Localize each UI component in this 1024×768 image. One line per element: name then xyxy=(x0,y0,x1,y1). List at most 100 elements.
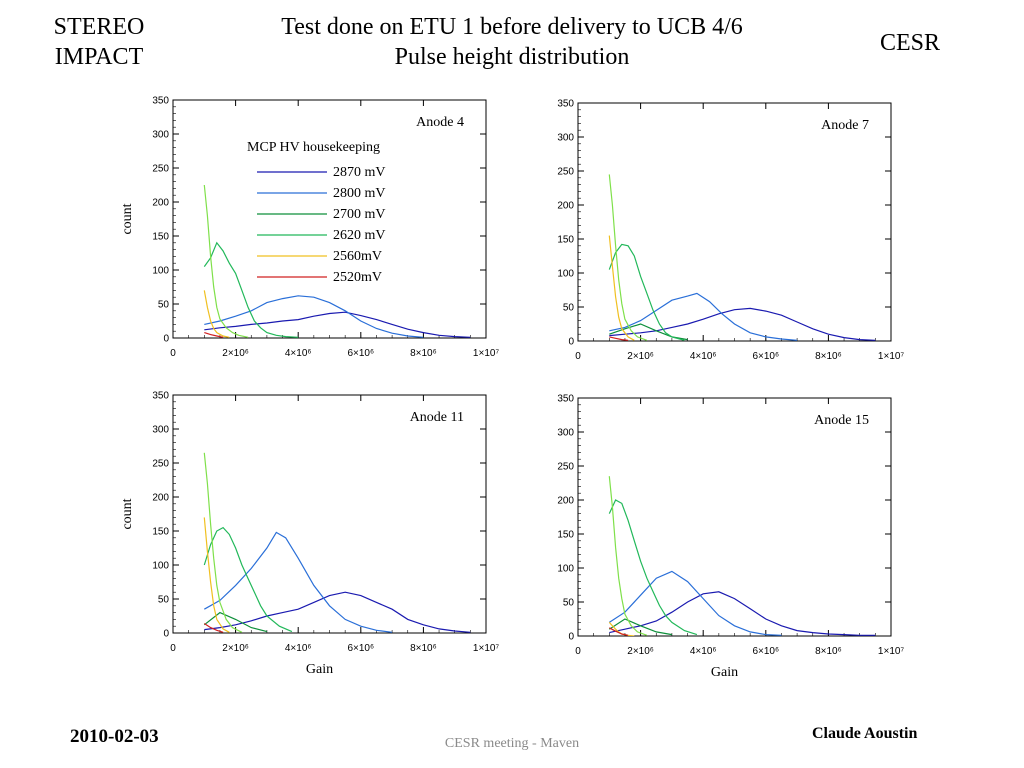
chart-title: Anode 11 xyxy=(410,410,464,425)
series-line-2560mv xyxy=(203,517,230,633)
plot-frame xyxy=(172,394,487,634)
legend-entry: 2700 mV xyxy=(333,207,386,222)
chart-anode-7: 0 50 100 150 200 250 300 350 0 2×10⁶ 4×10⁶ 6×10⁶ 8×1… xyxy=(520,98,905,383)
series-line-2520mv xyxy=(609,627,629,636)
series-line-2620-mv xyxy=(608,499,698,636)
x-tick-label: 0 xyxy=(575,646,581,657)
series-line-2700-mv xyxy=(203,611,268,633)
series-line-2800-mv xyxy=(609,292,798,341)
series-group xyxy=(203,452,471,633)
x-tick-label: 8×10⁶ xyxy=(815,351,842,362)
chart-anode-4-svg: 0 50 100 150 200 250 300 350 0 2×10⁶ 4×10⁶ 6×10⁶ 8×1… xyxy=(120,96,500,360)
series-line-2620-mv xyxy=(203,526,293,633)
y-tick-label: 350 xyxy=(152,96,169,107)
header-left-line1: STEREO xyxy=(53,14,145,40)
y-tick-label: 100 xyxy=(152,561,169,572)
y-tick-label: 100 xyxy=(557,564,574,575)
y-tick-label: 0 xyxy=(163,629,169,640)
chart-title: Anode 15 xyxy=(814,413,869,428)
legend-title: MCP HV housekeeping xyxy=(247,140,380,155)
x-tick-label: 4×10⁶ xyxy=(285,643,312,654)
x-tick-label: 6×10⁶ xyxy=(752,646,779,657)
footer-meeting: CESR meeting - Maven xyxy=(444,736,580,751)
series-group xyxy=(203,184,471,338)
x-tick-label: 6×10⁶ xyxy=(752,351,779,362)
series-line-2700-mv xyxy=(608,618,673,636)
footer-date: 2010-02-03 xyxy=(70,726,159,747)
plot-frame xyxy=(577,397,892,637)
series-line-2600 xyxy=(608,174,648,341)
chart-anode-4: 0 50 100 150 200 250 300 350 0 2×10⁶ 4×10⁶ 6×10⁶ 8×1… xyxy=(115,95,500,380)
y-tick-label: 250 xyxy=(557,167,574,178)
y-tick-label: 150 xyxy=(557,530,574,541)
legend-entry: 2870 mV xyxy=(333,165,386,180)
slide-subtitle: Pulse height distribution xyxy=(394,44,630,70)
y-tick-label: 0 xyxy=(568,337,574,348)
x-tick-label: 2×10⁶ xyxy=(627,351,654,362)
chart-title: Anode 4 xyxy=(416,115,464,130)
series-line-2870-mv xyxy=(609,591,876,636)
series-line-2520mv xyxy=(203,622,224,633)
y-tick-label: 150 xyxy=(557,235,574,246)
series-line-2800-mv xyxy=(204,295,424,338)
x-tick-label: 8×10⁶ xyxy=(410,643,437,654)
y-tick-label: 50 xyxy=(158,595,170,606)
y-axis-label: count xyxy=(120,203,135,234)
x-tick-label: 1×10⁷ xyxy=(473,348,500,359)
y-tick-label: 300 xyxy=(557,133,574,144)
x-tick-label: 8×10⁶ xyxy=(815,646,842,657)
chart-anode-15-svg: 0 50 100 150 200 250 300 350 0 2×10⁶ 4×10⁶ 6×10⁶ 8×1… xyxy=(557,394,905,681)
series-line-2800-mv xyxy=(608,570,782,636)
series-group xyxy=(608,174,876,341)
y-tick-label: 0 xyxy=(568,632,574,643)
series-line-2870-mv xyxy=(204,311,471,338)
y-tick-label: 100 xyxy=(557,269,574,280)
y-tick-label: 350 xyxy=(557,99,574,110)
y-tick-label: 350 xyxy=(557,394,574,405)
series-line-2520mv xyxy=(609,336,629,341)
x-tick-label: 4×10⁶ xyxy=(285,348,312,359)
y-tick-label: 150 xyxy=(152,527,169,538)
y-tick-label: 350 xyxy=(152,391,169,402)
chart-anode-7-svg: 0 50 100 150 200 250 300 350 0 2×10⁶ 4×10⁶ 6×10⁶ 8×1… xyxy=(557,99,905,363)
chart-anode-11-svg: 0 50 100 150 200 250 300 350 0 2×10⁶ 4×10⁶ 6×10⁶ 8×1… xyxy=(120,391,500,678)
x-tick-label: 1×10⁷ xyxy=(878,646,905,657)
header-left: STEREO IMPACT xyxy=(40,12,158,72)
legend-entry: 2520mV xyxy=(333,270,382,285)
x-tick-label: 6×10⁶ xyxy=(347,643,374,654)
x-tick-label: 0 xyxy=(575,351,581,362)
y-tick-label: 150 xyxy=(152,232,169,243)
series-group xyxy=(608,476,876,636)
y-tick-label: 300 xyxy=(152,425,169,436)
y-tick-label: 200 xyxy=(152,198,169,209)
slide-title: Test done on ETU 1 before delivery to UC… xyxy=(281,14,743,40)
series-line-2600 xyxy=(608,476,648,636)
x-tick-label: 2×10⁶ xyxy=(222,348,249,359)
y-tick-label: 50 xyxy=(563,598,575,609)
x-tick-label: 8×10⁶ xyxy=(410,348,437,359)
series-line-2600 xyxy=(203,452,243,633)
y-tick-label: 50 xyxy=(158,300,170,311)
x-tick-label: 1×10⁷ xyxy=(878,351,905,362)
series-line-2620-mv xyxy=(203,241,299,338)
y-tick-label: 0 xyxy=(163,334,169,345)
x-tick-label: 1×10⁷ xyxy=(473,643,500,654)
series-line-2560mv xyxy=(608,235,635,341)
x-tick-label: 0 xyxy=(170,348,176,359)
x-axis-label: Gain xyxy=(711,665,738,680)
series-line-2520mv xyxy=(204,332,224,338)
x-tick-label: 6×10⁶ xyxy=(347,348,374,359)
plot-frame xyxy=(577,102,892,342)
legend-entry: 2560mV xyxy=(333,249,382,264)
y-tick-label: 250 xyxy=(152,164,169,175)
header-center: Test done on ETU 1 before delivery to UC… xyxy=(200,12,824,70)
legend-entry: 2620 mV xyxy=(333,228,386,243)
series-line-2620-mv xyxy=(608,243,685,341)
x-tick-label: 2×10⁶ xyxy=(627,646,654,657)
x-tick-label: 2×10⁶ xyxy=(222,643,249,654)
series-line-2600 xyxy=(203,184,249,338)
x-tick-label: 0 xyxy=(170,643,176,654)
y-axis-label: count xyxy=(120,498,135,529)
header-left-line2: IMPACT xyxy=(54,44,144,70)
footer-author: Claude Aoustin xyxy=(812,725,918,742)
